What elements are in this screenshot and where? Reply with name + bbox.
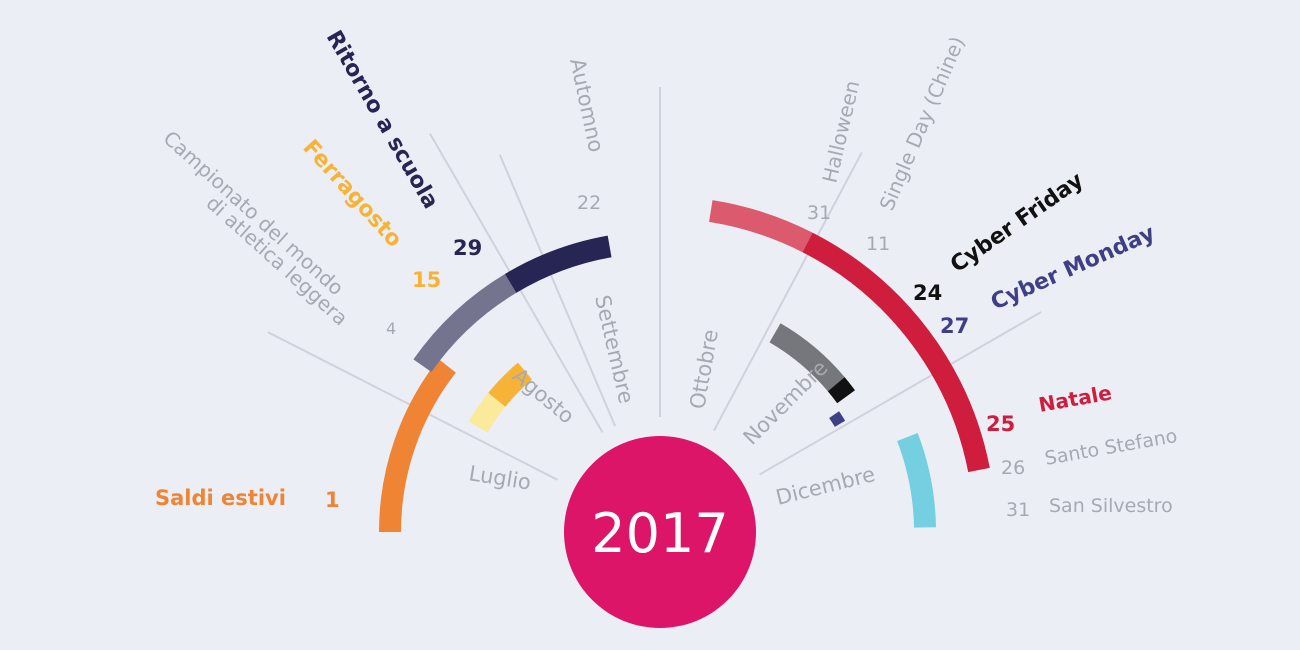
divider-novembre-dicembre	[759, 311, 1042, 476]
event-label-san-silvestro: San Silvestro	[1049, 495, 1173, 517]
event-day-saldi-estivi: 1	[325, 488, 340, 512]
arc-christmas	[802, 232, 990, 473]
event-day-single-day: 11	[866, 233, 890, 255]
arc-ferragosto-light	[468, 392, 506, 433]
arc-cyber-monday	[829, 411, 846, 427]
event-day-cyber-friday: 24	[913, 281, 942, 305]
year-label: 2017	[591, 502, 728, 565]
year-circle	[564, 436, 756, 628]
event-day-ferragosto: 15	[412, 268, 441, 292]
event-day-campionato: 4	[386, 319, 396, 338]
divider-ottobre-novembre	[713, 151, 863, 431]
event-day-santo-stefano: 26	[1001, 457, 1025, 479]
event-arcs	[379, 200, 990, 533]
arc-end-of-year	[897, 433, 936, 528]
event-day-cyber-monday: 27	[940, 314, 969, 338]
event-day-ritorno-a-scuola: 29	[453, 236, 482, 260]
event-day-halloween: 31	[807, 202, 831, 224]
arc-ritorno-scuola	[504, 235, 612, 293]
event-day-san-silvestro: 31	[1006, 499, 1030, 521]
arc-black-friday-season	[769, 323, 845, 392]
divider-autumn-start	[498, 154, 617, 427]
arc-saldi-estivi	[379, 359, 456, 533]
season-day-automno: 22	[577, 192, 601, 214]
event-day-natale: 25	[986, 412, 1015, 436]
event-label-saldi-estivi: Saldi estivi	[155, 486, 286, 510]
arc-christmas-light	[708, 200, 813, 253]
arc-ferragosto	[488, 362, 533, 407]
arc-cyber-friday	[827, 377, 855, 404]
arc-ritorno-scuola-light	[413, 273, 517, 373]
